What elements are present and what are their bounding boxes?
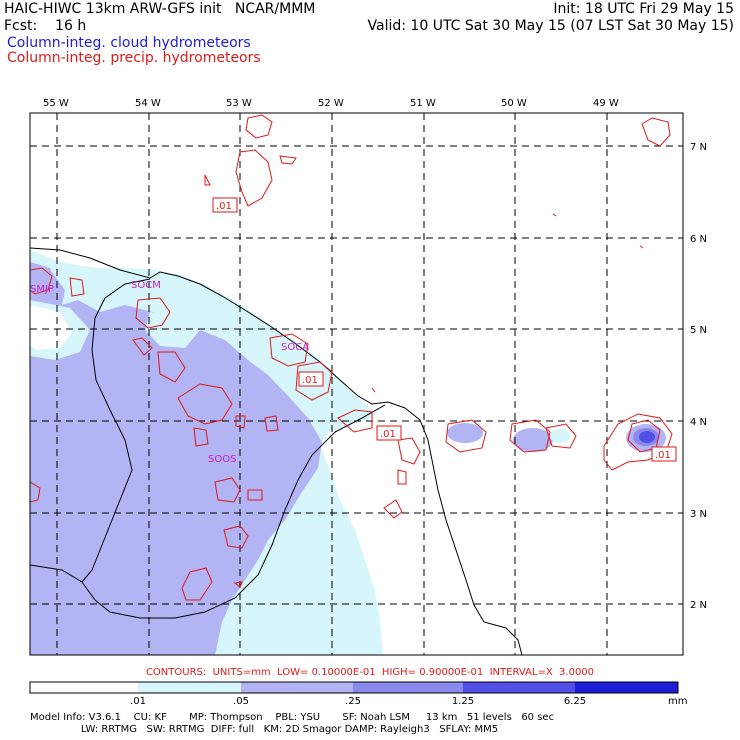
lat-lon-grid — [30, 113, 683, 655]
coastlines — [30, 247, 523, 655]
longitude-labels: 55 W 54 W 53 W 52 W 51 W 50 W 49 W — [43, 98, 619, 109]
station-socm: SOCM — [131, 280, 161, 291]
scale-bin-2 — [241, 682, 353, 693]
cloud-shading-mid-band — [35, 368, 150, 400]
valid-time: Valid: 10 UTC Sat 30 May 15 (07 LST Sat … — [367, 18, 734, 34]
precip-contours — [30, 114, 673, 601]
contour-label-3: .01 — [376, 425, 402, 441]
legend-precip-hydrometeors: Column-integ. precip. hydrometeors — [7, 50, 261, 66]
legend-cloud-hydrometeors: Column-integ. cloud hydrometeors — [7, 35, 251, 51]
scale-label-2: .05 — [233, 696, 249, 707]
border-south — [81, 404, 386, 619]
border-west — [30, 317, 133, 583]
scale-label-4: 1.25 — [451, 696, 475, 707]
scale-bin-1 — [138, 682, 241, 693]
contour-label-2: .01 — [298, 371, 324, 387]
contour-labels: .01 .01 .01 .01 — [212, 197, 677, 462]
coastline — [30, 247, 523, 655]
cloud-shading-gap-3 — [145, 312, 200, 348]
lat-label-2n: 2 N — [690, 600, 707, 611]
contour-label-1: .01 — [212, 197, 238, 213]
cloud-cell-offshore-3 — [550, 429, 570, 443]
model-info-line-1: Model Info: V3.6.1 CU: KF MP: Thompson P… — [30, 712, 555, 723]
scale-bin-3 — [353, 682, 463, 693]
lat-label-5n: 5 N — [690, 325, 707, 336]
lon-label-49w: 49 W — [593, 98, 619, 109]
cloud-cell-offshore-1 — [447, 423, 483, 443]
lon-label-55w: 55 W — [43, 98, 69, 109]
station-soos: SOOS — [208, 454, 236, 465]
lat-label-4n: 4 N — [690, 417, 707, 428]
scale-label-3: .25 — [345, 696, 361, 707]
contours-info: CONTOURS: UNITS=mm LOW= 0.10000E-01 HIGH… — [145, 667, 595, 678]
cloud-cell-offshore-2 — [513, 428, 553, 452]
contour-label-4: .01 — [651, 446, 677, 462]
product-title: HAIC-HIWC 13km ARW-GFS init NCAR/MMM — [4, 1, 316, 17]
forecast-hour: Fcst: 16 h — [4, 18, 87, 34]
lon-label-50w: 50 W — [501, 98, 527, 109]
init-time: Init: 18 UTC Fri 29 May 15 — [553, 1, 734, 17]
lat-label-7n: 7 N — [690, 142, 707, 153]
lon-label-54w: 54 W — [135, 98, 161, 109]
station-smjp: SMJP — [30, 284, 54, 295]
cloud-shading-gap-2 — [30, 305, 72, 350]
scale-frame — [29, 681, 679, 694]
axis-ticks — [56, 113, 683, 605]
lon-label-53w: 53 W — [226, 98, 252, 109]
lon-label-52w: 52 W — [318, 98, 344, 109]
stations: SMJP SOCM SOCA SOOS — [30, 280, 309, 465]
scale-bin-0 — [30, 682, 138, 693]
svg-text:.01: .01 — [380, 429, 396, 440]
model-info-line-2: LW: RRTMG SW: RRTMG DIFF: full KM: 2D Sm… — [30, 724, 499, 735]
latitude-labels: 7 N 6 N 5 N 4 N 3 N 2 N — [690, 142, 707, 611]
lat-label-3n: 3 N — [690, 509, 707, 520]
svg-text:.01: .01 — [655, 450, 671, 461]
scale-bin-4 — [463, 682, 575, 693]
scale-label-5: 6.25 — [563, 696, 587, 707]
map-frame — [29, 112, 684, 656]
scale-unit: mm — [668, 696, 688, 707]
svg-text:.01: .01 — [302, 375, 318, 386]
station-soca: SOCA — [281, 342, 309, 353]
lon-label-51w: 51 W — [410, 98, 436, 109]
lat-label-6n: 6 N — [690, 234, 707, 245]
border-suriname-guiana — [94, 278, 151, 319]
scale-bin-5 — [575, 682, 678, 693]
color-scale-bar — [29, 681, 679, 694]
scale-label-1: .01 — [130, 696, 146, 707]
cloud-cell-offshore-4-max — [639, 431, 655, 443]
cloud-shading-mid — [30, 268, 322, 655]
svg-text:.01: .01 — [216, 201, 232, 212]
